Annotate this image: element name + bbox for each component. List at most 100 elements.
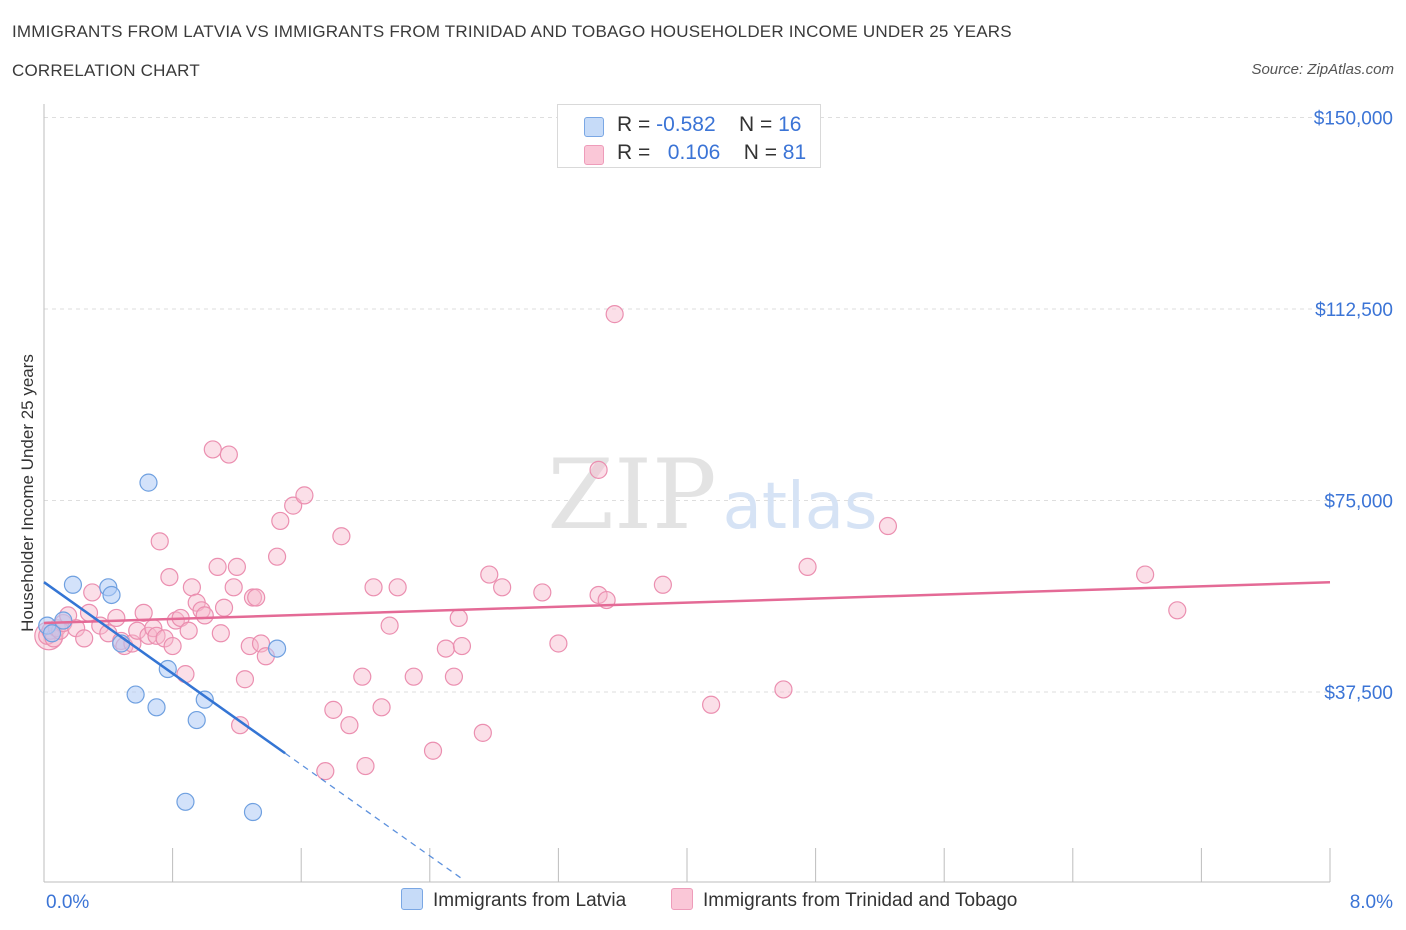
point-trinidad xyxy=(240,636,259,656)
point-trinidad xyxy=(75,629,94,648)
legend-swatch-latvia xyxy=(584,117,604,137)
point-trinidad xyxy=(179,621,198,640)
point-trinidad xyxy=(219,445,238,464)
point-trinidad xyxy=(231,716,250,735)
point-trinidad xyxy=(444,667,464,686)
tick-labels: $37,500 $75,000 $112,500 $150,000 0.0% 8.0% xyxy=(46,109,1393,914)
point-trinidad xyxy=(211,624,230,643)
point-trinidad xyxy=(473,723,492,742)
watermark: ZIP atlas xyxy=(547,439,877,551)
point-trinidad xyxy=(83,583,102,602)
legend-swatch-trinidad xyxy=(584,145,604,165)
point-trinidad xyxy=(224,578,243,597)
bottom-legend-label-trinidad: Immigrants from Trinidad and Tobago xyxy=(703,890,1018,911)
point-trinidad xyxy=(203,440,222,459)
gridlines xyxy=(44,117,1330,693)
axes xyxy=(43,104,1331,883)
point-trinidad xyxy=(589,460,608,479)
point-latvia xyxy=(102,585,121,605)
point-latvia xyxy=(187,710,206,730)
bottom-legend-swatch-trinidad xyxy=(671,888,693,910)
point-trinidad xyxy=(380,616,399,635)
trendlines xyxy=(43,580,1331,880)
point-trinidad xyxy=(214,598,234,617)
legend-r-value-latvia: -0.582 xyxy=(656,113,716,136)
point-trinidad xyxy=(702,695,721,714)
point-trinidad xyxy=(271,511,290,531)
point-latvia xyxy=(139,473,158,492)
chart-title: IMMIGRANTS FROM LATVIA VS IMMIGRANTS FRO… xyxy=(12,22,1012,41)
point-latvia xyxy=(126,685,145,704)
series-trinidad-points xyxy=(34,305,1187,781)
watermark-zip: ZIP xyxy=(547,439,716,551)
point-latvia xyxy=(54,611,73,630)
trendline-trinidad xyxy=(43,580,1331,625)
point-trinidad xyxy=(295,486,314,505)
y-tick-label: $37,500 xyxy=(1324,683,1393,704)
x-tick-label: 8.0% xyxy=(1350,892,1393,913)
point-trinidad xyxy=(208,557,227,576)
chart-subtitle: CORRELATION CHART xyxy=(12,61,200,80)
point-trinidad xyxy=(798,557,817,576)
point-trinidad xyxy=(332,527,351,546)
point-latvia xyxy=(267,639,287,658)
y-tick-label: $112,500 xyxy=(1315,300,1393,321)
point-trinidad xyxy=(227,557,246,576)
trendline-latvia-extension xyxy=(284,752,463,880)
legend-r-label: R = xyxy=(617,141,651,164)
legend-r-label: R = xyxy=(617,113,651,136)
point-trinidad xyxy=(1136,565,1155,584)
point-trinidad xyxy=(134,603,153,622)
point-latvia xyxy=(63,575,83,594)
point-trinidad xyxy=(235,670,255,689)
watermark-atlas: atlas xyxy=(723,470,878,544)
legend-n-value-latvia: 16 xyxy=(778,113,802,136)
point-trinidad xyxy=(774,680,793,699)
point-trinidad xyxy=(493,578,512,597)
point-trinidad xyxy=(324,700,343,719)
bottom-legend-swatch-latvia xyxy=(401,888,423,910)
point-trinidad xyxy=(160,567,179,587)
bottom-legend-label-latvia: Immigrants from Latvia xyxy=(433,890,627,911)
trendline-latvia xyxy=(43,581,286,755)
point-trinidad xyxy=(182,578,201,597)
legend-r-value-trinidad: 0.106 xyxy=(667,141,721,164)
point-trinidad xyxy=(1168,601,1187,620)
bottom-legend-latvia: Immigrants from Latvia xyxy=(401,888,626,912)
point-trinidad xyxy=(423,741,443,760)
legend-n-label: N = xyxy=(739,113,773,136)
point-trinidad xyxy=(436,639,455,658)
y-tick-label: $75,000 xyxy=(1324,492,1393,513)
point-trinidad xyxy=(605,305,624,324)
point-trinidad xyxy=(404,667,423,686)
point-trinidad xyxy=(353,667,372,686)
point-trinidad xyxy=(150,532,169,551)
y-tick-label: $150,000 xyxy=(1314,109,1393,130)
point-trinidad xyxy=(388,578,407,597)
point-latvia xyxy=(195,690,214,709)
point-trinidad xyxy=(267,547,287,566)
point-trinidad xyxy=(107,608,126,628)
point-trinidad xyxy=(166,611,185,630)
point-trinidad xyxy=(533,583,552,602)
point-trinidad xyxy=(163,636,182,656)
y-axis-label: Householder Income Under 25 years xyxy=(18,354,37,632)
point-trinidad xyxy=(176,665,195,684)
point-trinidad xyxy=(653,575,672,594)
point-trinidad xyxy=(480,565,499,584)
point-trinidad xyxy=(284,496,303,515)
legend-n-label: N = xyxy=(743,141,777,164)
point-latvia xyxy=(42,624,62,643)
point-trinidad xyxy=(247,588,266,607)
legend: R = -0.582 N = 16 R = 0.106 N = 81 xyxy=(557,104,821,168)
source-label: Source: ZipAtlas.com xyxy=(1251,61,1394,78)
point-trinidad xyxy=(372,698,391,717)
point-latvia xyxy=(176,792,195,811)
point-trinidad xyxy=(549,634,568,653)
point-trinidad xyxy=(316,762,335,781)
point-trinidad xyxy=(195,606,214,625)
point-latvia xyxy=(243,802,263,822)
point-trinidad xyxy=(356,756,375,776)
point-latvia xyxy=(147,698,166,717)
